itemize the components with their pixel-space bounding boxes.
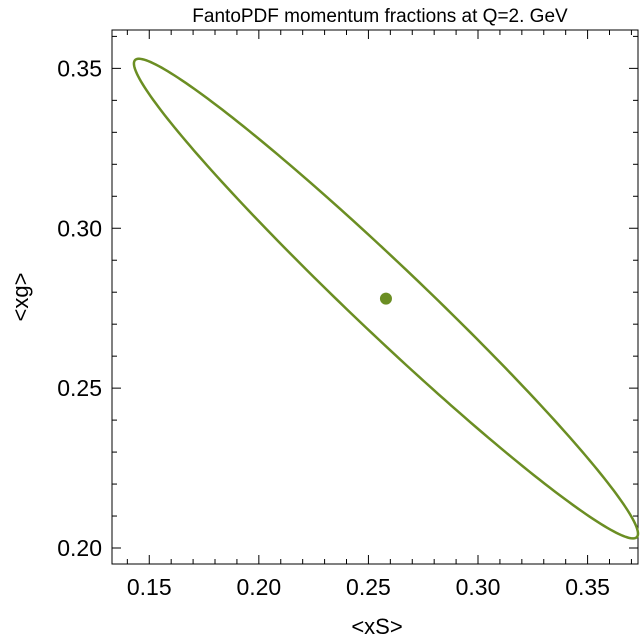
y-tick-label: 0.25 bbox=[57, 375, 102, 401]
plot-frame bbox=[111, 29, 639, 565]
x-tick-label: 0.35 bbox=[565, 574, 610, 600]
x-tick-label: 0.15 bbox=[127, 574, 172, 600]
x-tick-label: 0.30 bbox=[456, 574, 501, 600]
y-tick-label: 0.35 bbox=[57, 55, 102, 81]
x-tick-label: 0.20 bbox=[236, 574, 281, 600]
x-tick-label: 0.25 bbox=[346, 574, 391, 600]
y-tick-label: 0.20 bbox=[57, 535, 102, 561]
y-tick-label: 0.30 bbox=[57, 215, 102, 241]
central-value-point bbox=[379, 292, 392, 305]
confidence-ellipse bbox=[132, 57, 640, 540]
ticks bbox=[112, 30, 638, 564]
tick-labels: 0.15 0.20 0.25 0.30 0.35 0.20 0.25 0.30 0.35 bbox=[57, 55, 610, 600]
y-axis-label: <xg> bbox=[8, 273, 33, 322]
chart-title: FantoPDF momentum fractions at Q=2. GeV bbox=[192, 6, 568, 27]
x-axis-label: <xS> bbox=[351, 614, 402, 639]
